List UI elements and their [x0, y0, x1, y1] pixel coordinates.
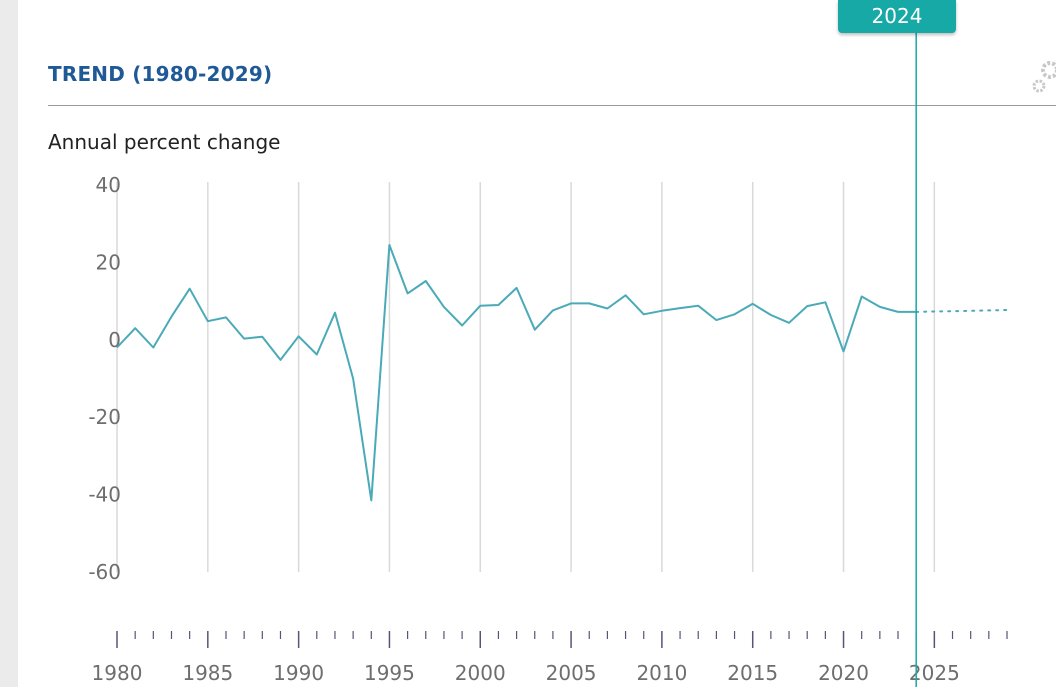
- x-tick-2010: 2010: [636, 661, 687, 685]
- x-tick-2000: 2000: [455, 661, 506, 685]
- title-divider: [48, 105, 1056, 106]
- y-tick-20: 20: [96, 250, 121, 274]
- y-tick--40: -40: [88, 483, 121, 507]
- y-tick--20: -20: [88, 405, 121, 429]
- x-tick-2005: 2005: [546, 661, 597, 685]
- x-tick-1990: 1990: [273, 661, 324, 685]
- x-tick-2025: 2025: [909, 661, 960, 685]
- y-tick-labels: 40 20 0 -20 -40 -60: [88, 173, 121, 584]
- y-tick--60: -60: [88, 560, 121, 584]
- y-tick-0: 0: [108, 328, 121, 352]
- series-lines: [116, 244, 1008, 502]
- projection-line: [915, 309, 1008, 313]
- series-line: [116, 244, 917, 502]
- chart-panel: TREND (1980-2029) Annual percent change: [18, 0, 1056, 687]
- x-tick-1995: 1995: [364, 661, 415, 685]
- x-tick-1985: 1985: [182, 661, 233, 685]
- x-tick-2015: 2015: [727, 661, 778, 685]
- x-tick-1980: 1980: [92, 661, 143, 685]
- x-tick-2020: 2020: [818, 661, 869, 685]
- selected-year-badge[interactable]: 2024: [838, 0, 956, 33]
- y-axis-label: Annual percent change: [48, 130, 281, 154]
- chart-title: TREND (1980-2029): [48, 62, 273, 86]
- y-tick-40: 40: [96, 173, 121, 197]
- gear-icon[interactable]: [1030, 56, 1056, 96]
- grid-lines: [116, 182, 936, 572]
- x-axis: 1980 1985 1990 1995 2000 2005 2010 2015 2020 2025: [92, 631, 1008, 685]
